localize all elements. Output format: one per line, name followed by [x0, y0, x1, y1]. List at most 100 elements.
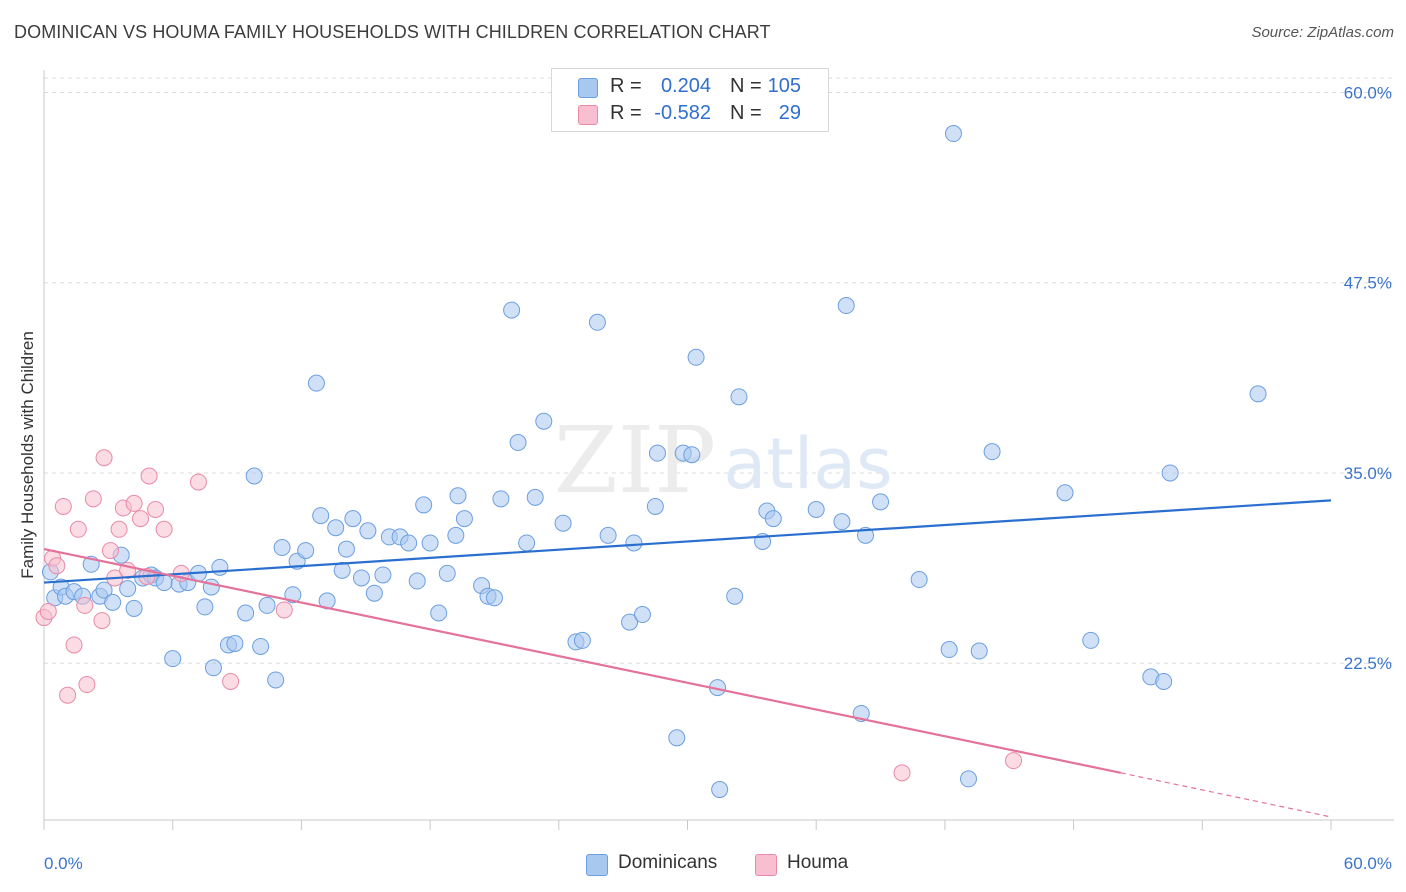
- trend-lines: [43, 499, 1332, 818]
- dominicans-point: [526, 488, 544, 506]
- chart-title: DOMINICAN VS HOUMA FAMILY HOUSEHOLDS WIT…: [14, 22, 771, 42]
- houma-point: [110, 520, 128, 538]
- legend-swatch-dominicans: [578, 78, 598, 98]
- houma-point: [76, 596, 94, 614]
- legend-swatch-houma: [578, 105, 598, 125]
- dominicans-point: [940, 641, 958, 659]
- dominicans-point: [125, 599, 143, 617]
- watermark: ZIP atlas: [554, 407, 893, 514]
- dominicans-point: [359, 522, 377, 540]
- houma-point: [893, 764, 911, 782]
- houma-point: [275, 601, 293, 619]
- x-tick-label: 60.0%: [1344, 854, 1392, 873]
- houma-point: [101, 542, 119, 560]
- dominicans-point: [837, 297, 855, 315]
- y-tick-label: 47.5%: [1344, 274, 1392, 293]
- dominicans-point: [333, 561, 351, 579]
- houma-point: [147, 500, 165, 518]
- houma-point: [132, 510, 150, 528]
- dominicans-point: [1155, 672, 1173, 690]
- dominicans-point: [764, 510, 782, 528]
- dominicans-point: [455, 510, 473, 528]
- dominicans-point: [245, 467, 263, 485]
- dominicans-point: [1249, 385, 1267, 403]
- dominicans-point: [944, 125, 962, 143]
- houma-point: [59, 686, 77, 704]
- dominicans-point: [687, 348, 705, 366]
- dominicans-point: [633, 606, 651, 624]
- dominicans-point: [273, 539, 291, 557]
- dominicans-point: [211, 558, 229, 576]
- series-label-dominicans: Dominicans: [618, 852, 718, 873]
- houma-point: [93, 612, 111, 630]
- dominicans-point: [202, 578, 220, 596]
- legend-row-dominicans: R = 0.204 N = 105: [552, 74, 828, 100]
- y-tick-label: 60.0%: [1344, 83, 1392, 102]
- dominicans-point: [648, 444, 666, 462]
- dominicans-point: [599, 526, 617, 544]
- series-label-houma: Houma: [787, 852, 849, 873]
- dominicans-point: [726, 587, 744, 605]
- dominicans-point: [164, 650, 182, 668]
- legend-r-value: 0.204: [660, 75, 711, 97]
- dominicans-point: [327, 519, 345, 537]
- dominicans-point: [104, 593, 122, 611]
- dominicans-point: [1056, 484, 1074, 502]
- dominicans-point: [970, 642, 988, 660]
- houma-point: [222, 672, 240, 690]
- dominicans-point: [833, 513, 851, 531]
- dominicans-point: [485, 589, 503, 607]
- dominicans-point: [284, 586, 302, 604]
- houma-point: [48, 557, 66, 575]
- legend-n-label: N =: [730, 75, 762, 97]
- dominicans-point: [588, 313, 606, 331]
- dominicans-point: [408, 572, 426, 590]
- houma-point: [1005, 752, 1023, 770]
- dominicans-point: [447, 526, 465, 544]
- houma-point: [140, 467, 158, 485]
- dominicans-point: [352, 569, 370, 587]
- dominicans-point: [573, 631, 591, 649]
- dominicans-point: [337, 540, 355, 558]
- dominicans-point: [730, 388, 748, 406]
- dominicans-point: [959, 770, 977, 788]
- houma-point: [69, 520, 87, 538]
- dominicans-point: [621, 613, 639, 631]
- dominicans-point: [509, 434, 527, 452]
- dominicans-point: [983, 443, 1001, 461]
- houma-point: [125, 494, 143, 512]
- legend-row-houma: R = -0.582 N = 29: [552, 101, 828, 127]
- series-swatch-houma: [755, 854, 777, 876]
- dominicans-point: [449, 487, 467, 505]
- dominicans-point: [196, 598, 214, 616]
- x-tick-label: 0.0%: [44, 854, 83, 873]
- dominicans-point: [1161, 464, 1179, 482]
- dominicans-point: [683, 446, 701, 464]
- legend-n-value: 105: [767, 75, 801, 97]
- dominicans-point: [535, 412, 553, 430]
- dominicans-point: [226, 634, 244, 652]
- dominicans-point: [554, 514, 572, 532]
- dominicans-point: [1082, 631, 1100, 649]
- dominicans-point: [374, 566, 392, 584]
- legend-r-label: R =: [610, 75, 642, 97]
- dominicans-point: [415, 496, 433, 514]
- y-tick-label: 22.5%: [1344, 654, 1392, 673]
- dominicans-point: [807, 500, 825, 518]
- dominicans-point: [365, 584, 383, 602]
- dominicans-point: [258, 596, 276, 614]
- dominicans-point: [252, 637, 270, 655]
- dominicans-point: [400, 534, 418, 552]
- dominicans-point: [344, 510, 362, 528]
- dominicans-point: [267, 671, 285, 689]
- dominicans-point: [492, 490, 510, 508]
- dominicans-point: [438, 564, 456, 582]
- dominicans-point: [668, 729, 686, 747]
- legend-r-label: R =: [610, 102, 642, 124]
- dominicans-point: [155, 574, 173, 592]
- source-label: Source: ZipAtlas.com: [1251, 24, 1394, 41]
- houma-trend-line: [43, 547, 1122, 774]
- houma-point: [189, 473, 207, 491]
- dominicans-point: [312, 507, 330, 525]
